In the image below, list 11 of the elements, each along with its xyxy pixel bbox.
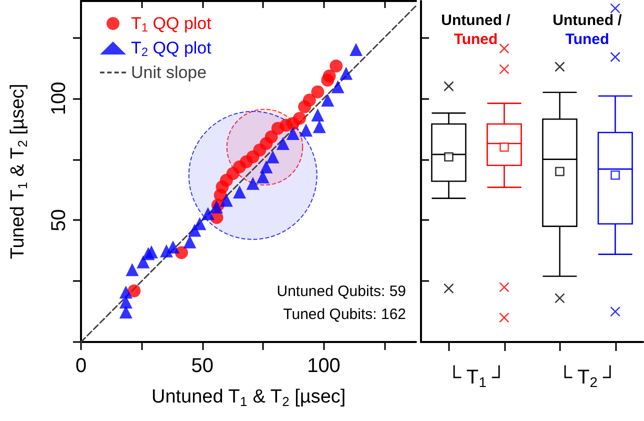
x-tick-label: 50 — [191, 355, 214, 377]
legend-label: Unit slope — [131, 63, 207, 82]
annotation: Tuned Qubits: 162 — [283, 306, 406, 323]
y-axis-title: Tuned T1 & T2 [µsec] — [8, 84, 30, 260]
annotation: Tuned — [454, 31, 498, 48]
annotation: Untuned / — [552, 12, 623, 29]
annotation: Tuned — [565, 31, 610, 48]
annotation: Untuned Qubits: 59 — [276, 283, 406, 300]
x-tick-label: 0 — [75, 355, 87, 377]
annotation: Untuned / — [441, 12, 512, 29]
x-tick-label: 100 — [307, 355, 340, 377]
